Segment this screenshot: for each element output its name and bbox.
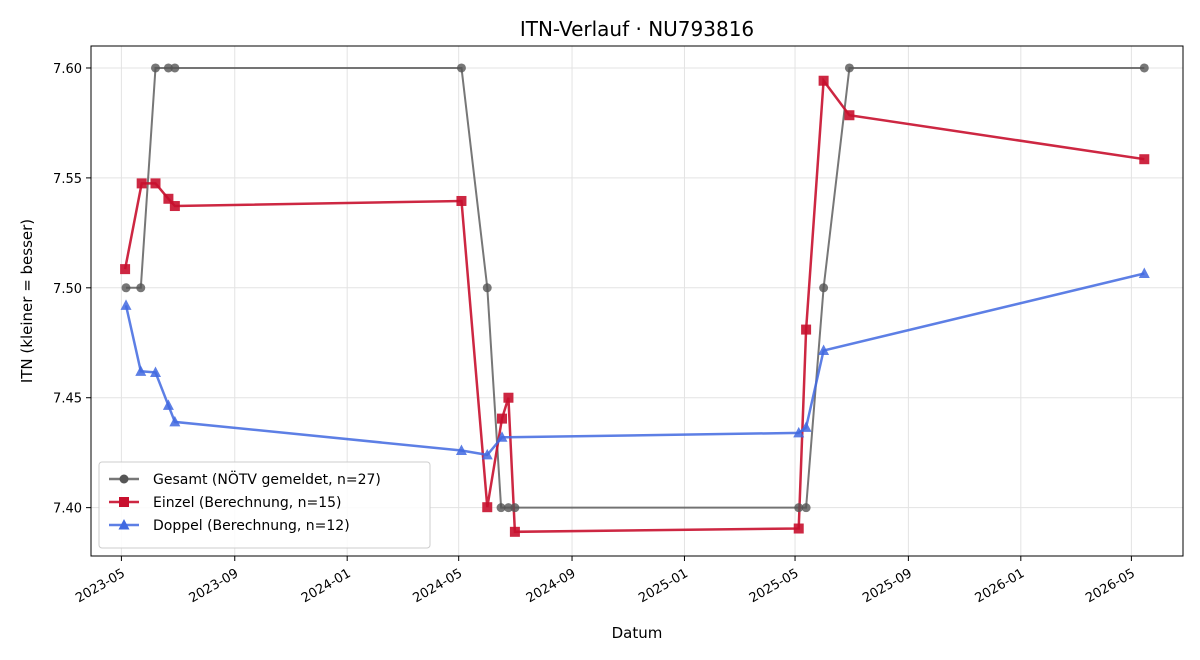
legend-swatch-marker	[118, 519, 130, 530]
data-point-square	[120, 264, 131, 275]
legend-swatch-marker	[119, 474, 129, 484]
y-tick-label: 7.60	[53, 62, 82, 77]
data-point-circle	[151, 63, 161, 73]
data-point-square	[1139, 154, 1150, 165]
data-point-circle	[121, 283, 131, 293]
legend-label: Einzel (Berechnung, n=15)	[153, 495, 342, 511]
data-point-circle	[819, 283, 829, 293]
y-tick-label: 7.50	[53, 282, 82, 297]
y-axis-ticks: 7.40 7.45 7.50 7.55 7.60	[53, 62, 91, 517]
data-point-circle	[1139, 63, 1149, 73]
data-point-triangle	[169, 415, 181, 427]
y-tick-label: 7.55	[53, 172, 82, 187]
legend-box	[98, 461, 431, 549]
data-point-triangle	[793, 426, 805, 438]
data-point-circle	[510, 503, 520, 513]
data-point-square	[503, 392, 514, 403]
data-point-circle	[844, 63, 854, 73]
data-point-circle	[163, 63, 173, 73]
data-point-square	[150, 178, 161, 189]
data-point-triangle	[1138, 267, 1150, 279]
data-point-square	[818, 75, 829, 86]
y-axis-label: ITN (kleiner = besser)	[18, 219, 36, 383]
data-point-circle	[170, 63, 180, 73]
data-point-triangle	[120, 299, 132, 310]
y-tick-label: 7.40	[53, 502, 82, 517]
data-point-circle	[801, 503, 811, 513]
data-point-circle	[456, 63, 466, 73]
legend: Gesamt (NÖTV gemeldet, n=27) Einzel (Bere…	[98, 461, 431, 549]
data-point-circle	[794, 503, 804, 513]
chart-title: ITN-Verlauf · NU793816	[520, 17, 754, 41]
plot-frame	[90, 45, 1184, 557]
x-tick-label: 2025-05	[747, 566, 802, 606]
data-point-square	[496, 413, 507, 424]
data-point-triangle	[818, 344, 830, 355]
x-tick-label: 2025-09	[860, 566, 915, 606]
data-point-triangle	[481, 448, 493, 460]
legend-label: Doppel (Berechnung, n=12)	[153, 518, 350, 534]
x-tick-label: 2024-01	[299, 566, 354, 606]
x-axis-label: Datum	[612, 624, 663, 642]
data-point-triangle	[455, 444, 467, 455]
data-point-square	[801, 324, 812, 335]
data-point-square	[163, 193, 174, 204]
x-tick-label: 2023-05	[73, 566, 128, 606]
series-line-3	[124, 272, 1145, 457]
x-tick-label: 2024-09	[524, 566, 579, 606]
data-point-square	[844, 110, 855, 121]
data-point-square	[509, 526, 520, 537]
data-point-circle	[482, 283, 492, 293]
x-tick-label: 2026-05	[1083, 566, 1138, 606]
data-point-square	[793, 523, 804, 534]
series-markers	[120, 63, 1150, 537]
legend-swatch-marker	[119, 497, 129, 507]
legend-label: Gesamt (NÖTV gemeldet, n=27)	[153, 470, 381, 488]
data-point-triangle	[150, 366, 162, 377]
data-point-circle	[503, 503, 513, 513]
data-point-square	[169, 201, 180, 212]
data-point-circle	[136, 283, 146, 293]
x-axis-ticks: 2023-05 2023-09 2024-01 2024-05 2024-09 2025-…	[73, 556, 1138, 606]
data-point-square	[482, 502, 493, 513]
data-point-circle	[496, 503, 506, 513]
x-tick-label: 2025-01	[636, 566, 691, 606]
x-tick-label: 2024-05	[411, 566, 466, 606]
y-tick-label: 7.45	[53, 392, 82, 407]
data-point-square	[456, 195, 467, 206]
x-tick-label: 2023-09	[187, 566, 242, 606]
data-point-triangle	[162, 399, 174, 410]
data-point-triangle	[800, 421, 812, 432]
x-tick-label: 2026-01	[973, 566, 1028, 606]
data-point-triangle	[135, 365, 147, 376]
data-point-square	[136, 178, 147, 189]
data-point-triangle	[496, 431, 508, 442]
